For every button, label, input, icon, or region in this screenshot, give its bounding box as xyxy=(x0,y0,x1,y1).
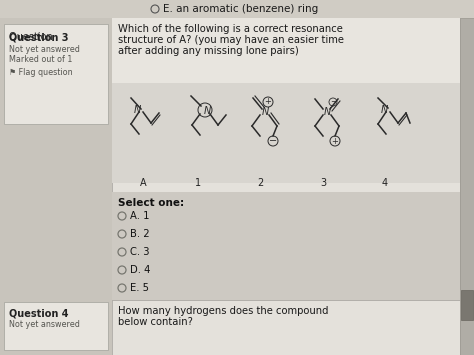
Bar xyxy=(0,18,112,355)
Text: A. 1: A. 1 xyxy=(130,211,149,221)
Text: B. 2: B. 2 xyxy=(130,229,150,239)
Text: N: N xyxy=(134,105,141,115)
Text: +: + xyxy=(264,98,272,106)
Bar xyxy=(460,18,474,355)
Bar xyxy=(112,83,460,183)
Text: ⚑ Flag question: ⚑ Flag question xyxy=(9,68,73,77)
Text: Which of the following is a correct resonance: Which of the following is a correct reso… xyxy=(118,24,343,34)
Text: after adding any missing lone pairs): after adding any missing lone pairs) xyxy=(118,46,299,56)
Text: 2: 2 xyxy=(257,178,263,188)
Text: E. 5: E. 5 xyxy=(130,283,149,293)
Text: E. an aromatic (benzene) ring: E. an aromatic (benzene) ring xyxy=(163,4,318,14)
Bar xyxy=(112,18,460,83)
Text: −: − xyxy=(330,98,336,106)
Text: Marked out of 1: Marked out of 1 xyxy=(9,55,73,64)
Bar xyxy=(461,290,473,320)
Text: C. 3: C. 3 xyxy=(130,247,149,257)
Text: N: N xyxy=(203,106,210,116)
Text: 1: 1 xyxy=(195,178,201,188)
Bar xyxy=(4,302,108,350)
Bar xyxy=(112,300,460,355)
Bar xyxy=(0,300,112,355)
Text: N: N xyxy=(381,105,388,115)
Text: Question: Question xyxy=(9,32,56,42)
Text: D. 4: D. 4 xyxy=(130,265,150,275)
Bar xyxy=(112,18,460,300)
Text: 4: 4 xyxy=(382,178,388,188)
Text: Select one:: Select one: xyxy=(118,198,184,208)
Text: 3: 3 xyxy=(320,178,326,188)
Text: Question 4: Question 4 xyxy=(9,308,69,318)
Bar xyxy=(4,24,108,124)
Text: −: − xyxy=(269,136,277,146)
Text: +: + xyxy=(331,137,338,146)
Text: N: N xyxy=(323,107,331,117)
Text: How many hydrogens does the compound: How many hydrogens does the compound xyxy=(118,306,328,316)
Bar xyxy=(112,192,460,300)
Text: Not yet answered: Not yet answered xyxy=(9,45,80,54)
Text: Not yet answered: Not yet answered xyxy=(9,320,80,329)
Text: Question 3: Question 3 xyxy=(9,32,69,42)
Text: N: N xyxy=(261,107,269,117)
Bar xyxy=(0,0,474,18)
Text: A: A xyxy=(140,178,146,188)
Text: below contain?: below contain? xyxy=(118,317,193,327)
Text: structure of A? (you may have an easier time: structure of A? (you may have an easier … xyxy=(118,35,344,45)
